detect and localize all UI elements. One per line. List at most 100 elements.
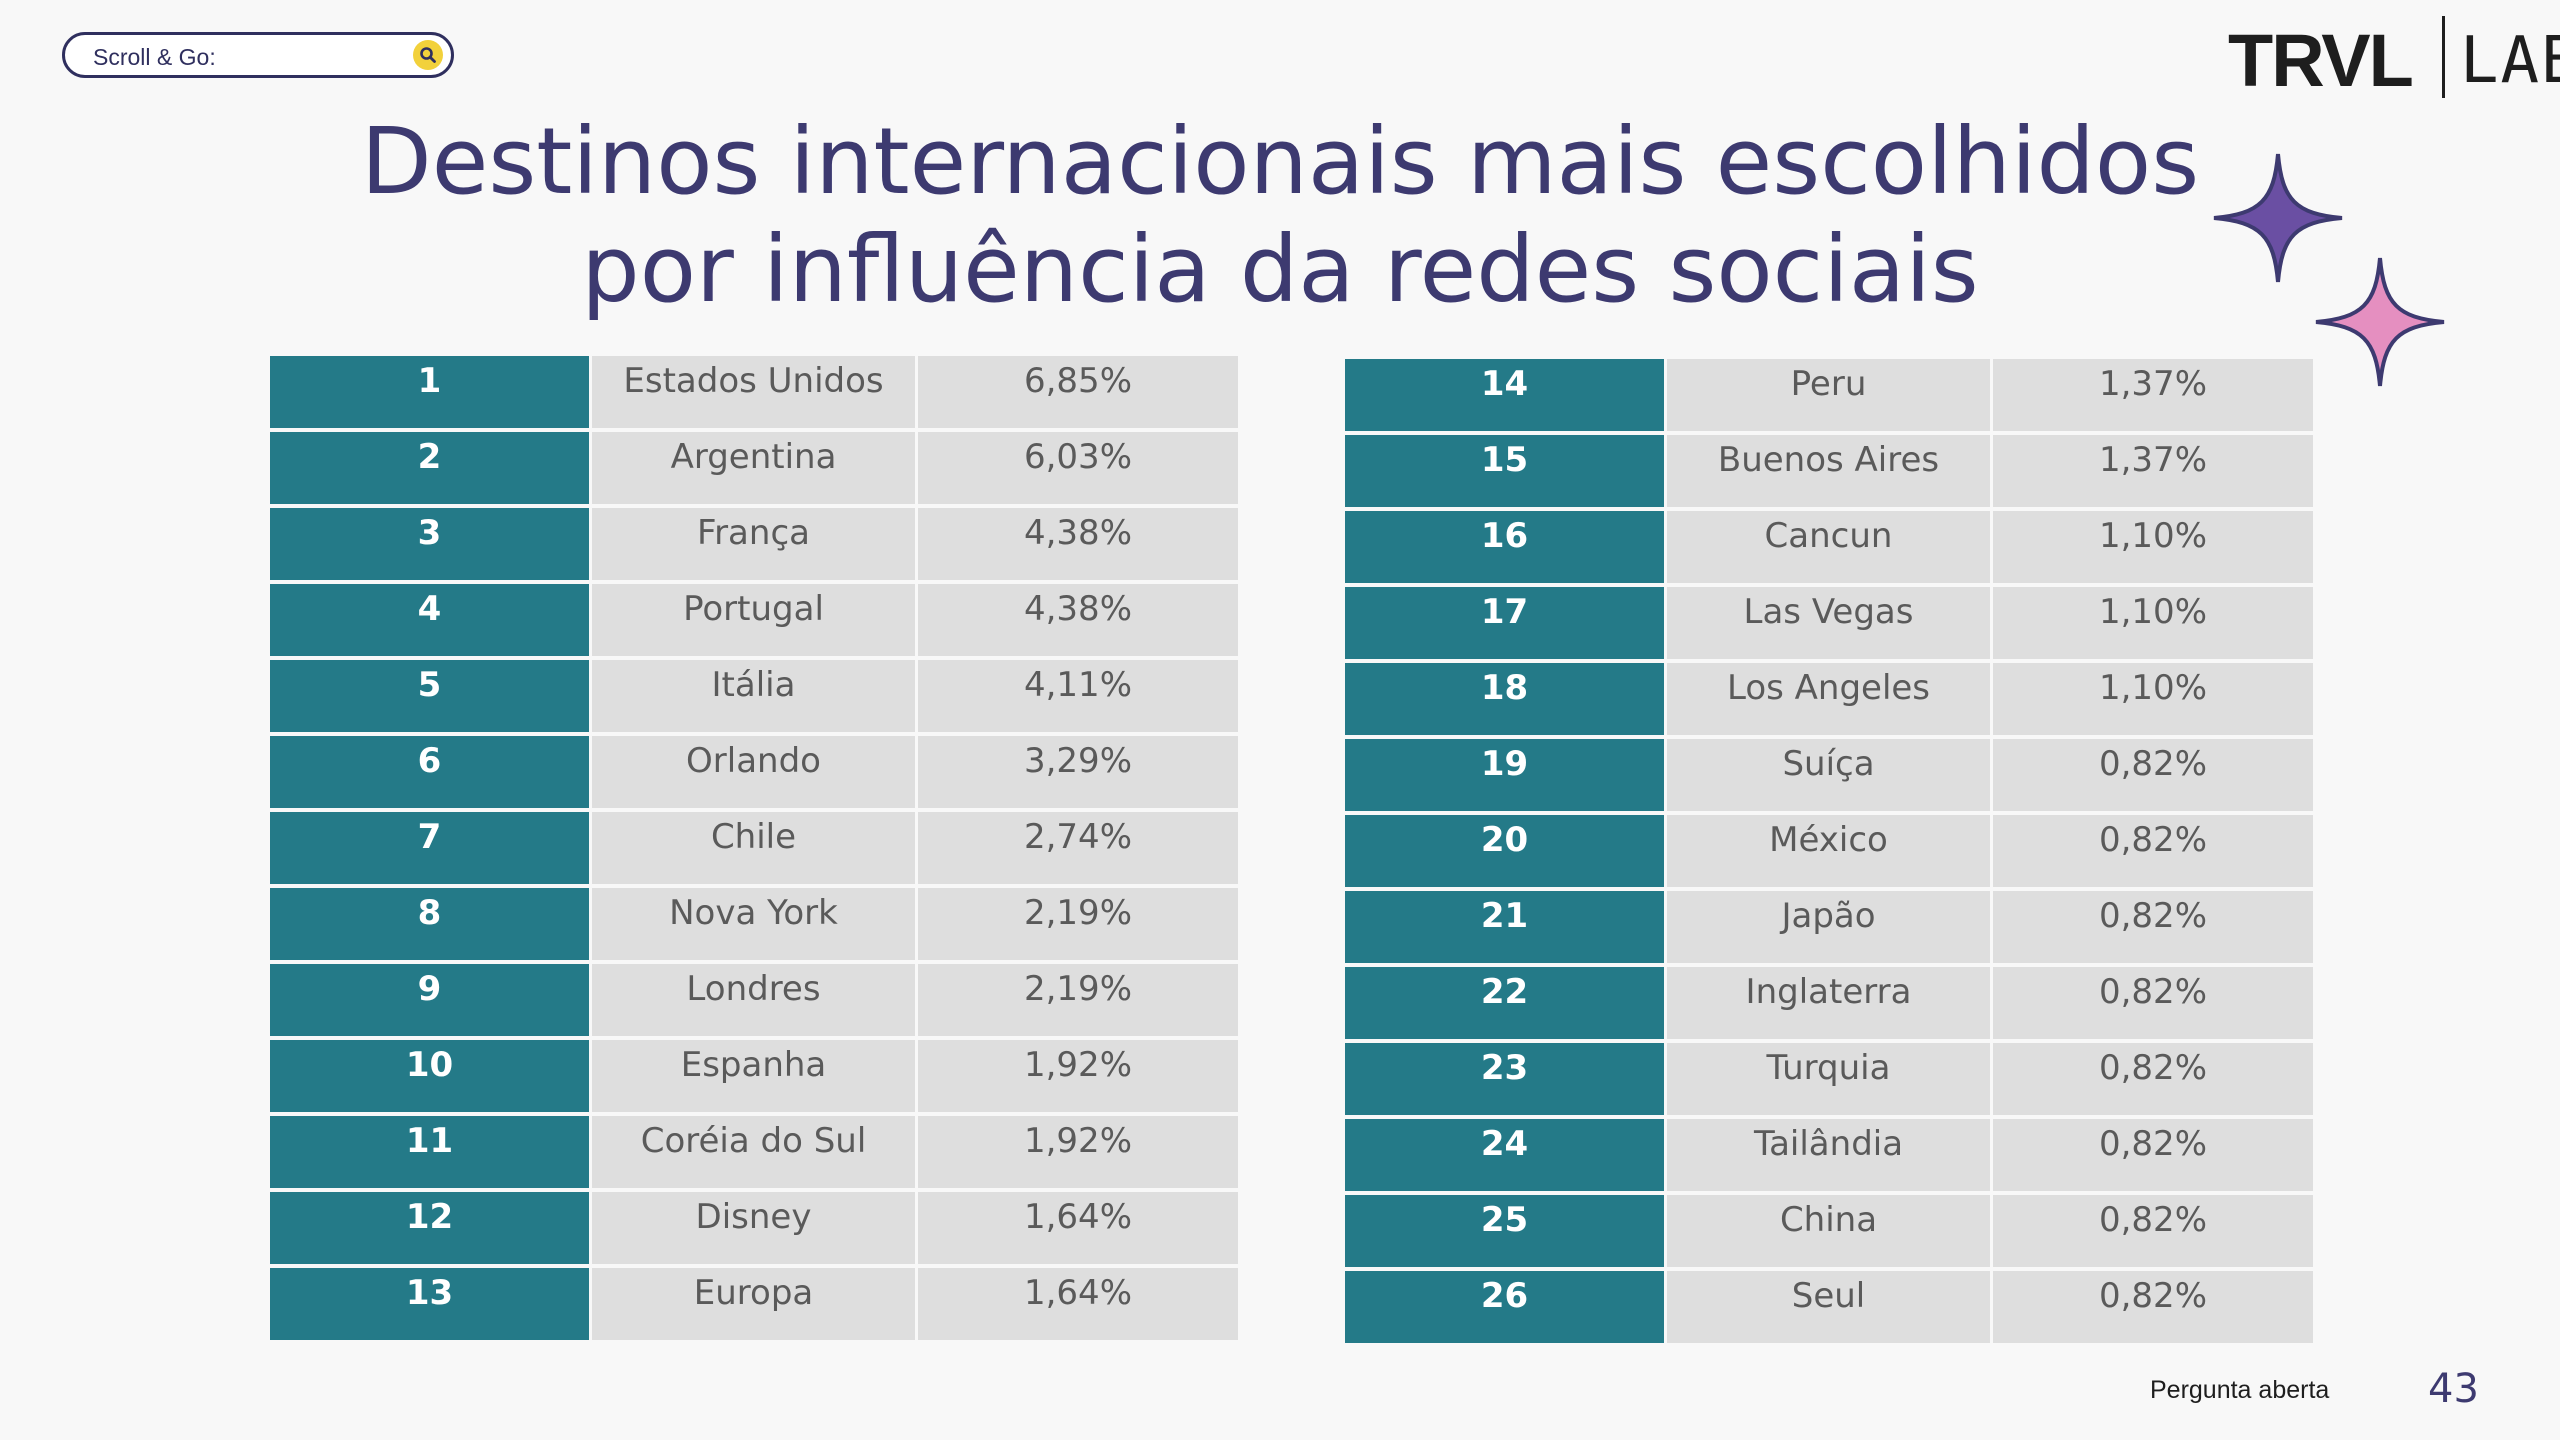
table-row: 18 Los Angeles 1,10% <box>1345 663 2313 735</box>
table-row: 5 Itália 4,11% <box>270 660 1238 732</box>
rank-cell: 20 <box>1345 815 1664 887</box>
destination-cell: Peru <box>1667 359 1990 431</box>
rank-cell: 7 <box>270 812 589 884</box>
percent-cell: 2,19% <box>918 964 1238 1036</box>
rank-cell: 10 <box>270 1040 589 1112</box>
percent-cell: 4,38% <box>918 508 1238 580</box>
rank-cell: 6 <box>270 736 589 808</box>
rank-cell: 2 <box>270 432 589 504</box>
percent-cell: 1,64% <box>918 1268 1238 1340</box>
destination-cell: México <box>1667 815 1990 887</box>
table-row: 13 Europa 1,64% <box>270 1268 1238 1340</box>
table-row: 8 Nova York 2,19% <box>270 888 1238 960</box>
table-row: 26 Seul 0,82% <box>1345 1271 2313 1343</box>
percent-cell: 0,82% <box>1993 739 2313 811</box>
destination-cell: Seul <box>1667 1271 1990 1343</box>
table-row: 1 Estados Unidos 6,85% <box>270 356 1238 428</box>
destination-cell: Las Vegas <box>1667 587 1990 659</box>
rank-cell: 4 <box>270 584 589 656</box>
table-row: 23 Turquia 0,82% <box>1345 1043 2313 1115</box>
table-row: 17 Las Vegas 1,10% <box>1345 587 2313 659</box>
percent-cell: 0,82% <box>1993 1119 2313 1191</box>
table-row: 25 China 0,82% <box>1345 1195 2313 1267</box>
rank-cell: 3 <box>270 508 589 580</box>
rank-cell: 5 <box>270 660 589 732</box>
table-row: 24 Tailândia 0,82% <box>1345 1119 2313 1191</box>
percent-cell: 4,11% <box>918 660 1238 732</box>
rank-cell: 16 <box>1345 511 1664 583</box>
destination-cell: Tailândia <box>1667 1119 1990 1191</box>
percent-cell: 1,37% <box>1993 435 2313 507</box>
rank-cell: 12 <box>270 1192 589 1264</box>
table-row: 7 Chile 2,74% <box>270 812 1238 884</box>
brand-logo: TRVL LAB <box>2228 12 2560 102</box>
percent-cell: 1,64% <box>918 1192 1238 1264</box>
rank-cell: 11 <box>270 1116 589 1188</box>
rank-cell: 26 <box>1345 1271 1664 1343</box>
sparkle-icon-purple <box>2213 153 2343 283</box>
percent-cell: 4,38% <box>918 584 1238 656</box>
rank-cell: 21 <box>1345 891 1664 963</box>
destination-cell: Inglaterra <box>1667 967 1990 1039</box>
rank-cell: 1 <box>270 356 589 428</box>
destination-cell: Argentina <box>592 432 915 504</box>
table-row: 3 França 4,38% <box>270 508 1238 580</box>
footer-note: Pergunta aberta <box>2150 1376 2330 1404</box>
percent-cell: 1,37% <box>1993 359 2313 431</box>
search-icon[interactable] <box>413 40 443 70</box>
table-row: 20 México 0,82% <box>1345 815 2313 887</box>
search-bar[interactable]: Scroll & Go: <box>62 32 454 78</box>
destination-cell: Portugal <box>592 584 915 656</box>
brand-logo-main: TRVL <box>2228 19 2414 102</box>
search-label: Scroll & Go: <box>93 44 216 70</box>
destination-cell: Chile <box>592 812 915 884</box>
rank-cell: 15 <box>1345 435 1664 507</box>
destination-cell: Coréia do Sul <box>592 1116 915 1188</box>
rank-cell: 24 <box>1345 1119 1664 1191</box>
destination-cell: Turquia <box>1667 1043 1990 1115</box>
rank-cell: 23 <box>1345 1043 1664 1115</box>
table-row: 22 Inglaterra 0,82% <box>1345 967 2313 1039</box>
rank-cell: 14 <box>1345 359 1664 431</box>
table-row: 14 Peru 1,37% <box>1345 359 2313 431</box>
percent-cell: 6,85% <box>918 356 1238 428</box>
destination-cell: Europa <box>592 1268 915 1340</box>
table-row: 10 Espanha 1,92% <box>270 1040 1238 1112</box>
ranking-table-left: 1 Estados Unidos 6,85% 2 Argentina 6,03% 3 Fran… <box>267 352 1241 1344</box>
destination-cell: Japão <box>1667 891 1990 963</box>
destination-cell: Londres <box>592 964 915 1036</box>
page-number: 43 <box>2428 1366 2479 1412</box>
rank-cell: 25 <box>1345 1195 1664 1267</box>
percent-cell: 2,19% <box>918 888 1238 960</box>
table-row: 21 Japão 0,82% <box>1345 891 2313 963</box>
rank-cell: 18 <box>1345 663 1664 735</box>
destination-cell: Disney <box>592 1192 915 1264</box>
destination-cell: Los Angeles <box>1667 663 1990 735</box>
table-row: 16 Cancun 1,10% <box>1345 511 2313 583</box>
table-row: 12 Disney 1,64% <box>270 1192 1238 1264</box>
percent-cell: 0,82% <box>1993 1271 2313 1343</box>
percent-cell: 1,92% <box>918 1116 1238 1188</box>
rank-cell: 8 <box>270 888 589 960</box>
destination-cell: Cancun <box>1667 511 1990 583</box>
rank-cell: 13 <box>270 1268 589 1340</box>
destination-cell: Itália <box>592 660 915 732</box>
table-row: 15 Buenos Aires 1,37% <box>1345 435 2313 507</box>
destination-cell: Buenos Aires <box>1667 435 1990 507</box>
percent-cell: 1,92% <box>918 1040 1238 1112</box>
page-title-line-1: Destinos internacionais mais escolhidos <box>360 108 2200 215</box>
table-row: 19 Suíça 0,82% <box>1345 739 2313 811</box>
percent-cell: 0,82% <box>1993 891 2313 963</box>
percent-cell: 0,82% <box>1993 1195 2313 1267</box>
table-row: 4 Portugal 4,38% <box>270 584 1238 656</box>
destination-cell: França <box>592 508 915 580</box>
rank-cell: 19 <box>1345 739 1664 811</box>
ranking-table-right: 14 Peru 1,37% 15 Buenos Aires 1,37% 16 Cancun 1,… <box>1342 355 2316 1347</box>
percent-cell: 0,82% <box>1993 1043 2313 1115</box>
page-title-line-2: por influência da redes sociais <box>581 216 1979 323</box>
percent-cell: 0,82% <box>1993 815 2313 887</box>
percent-cell: 3,29% <box>918 736 1238 808</box>
brand-logo-divider <box>2442 16 2445 98</box>
table-row: 9 Londres 2,19% <box>270 964 1238 1036</box>
destination-cell: Suíça <box>1667 739 1990 811</box>
